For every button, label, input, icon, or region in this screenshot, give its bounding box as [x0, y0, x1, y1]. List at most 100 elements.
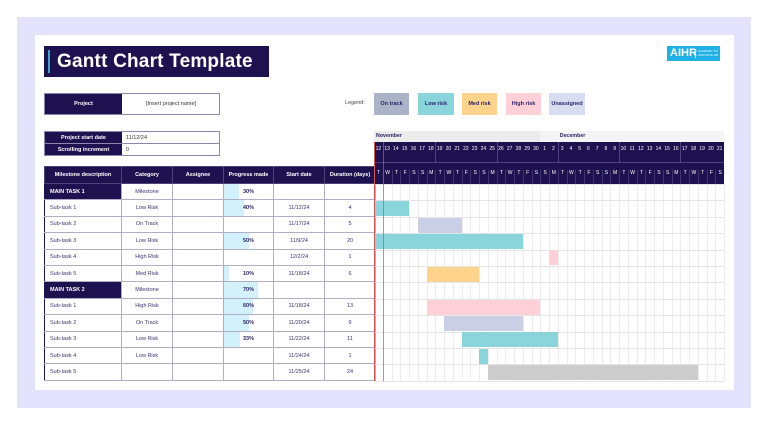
progress-cell[interactable]	[223, 346, 274, 365]
progress-cell[interactable]: 33%	[223, 330, 274, 348]
duration-cell[interactable]: 1	[324, 248, 376, 266]
weekday-label: M	[671, 170, 681, 184]
assignee-cell[interactable]	[172, 232, 224, 250]
task-description-cell[interactable]: Sub-task 4	[44, 346, 122, 365]
task-description-cell[interactable]: Sub-task 1	[44, 297, 122, 316]
task-description-cell[interactable]: MAIN TASK 1	[44, 182, 122, 201]
gantt-task-bar[interactable]	[426, 266, 479, 282]
progress-cell[interactable]: 50%	[223, 232, 274, 250]
assignee-cell[interactable]	[172, 346, 224, 365]
category-cell[interactable]: Low Risk	[121, 330, 173, 348]
progress-cell[interactable]: 40%	[223, 199, 274, 217]
category-cell[interactable]: High Risk	[121, 297, 173, 316]
task-description-cell[interactable]: Sub-task 2	[44, 215, 122, 234]
gantt-task-bar[interactable]	[417, 217, 462, 233]
assignee-cell[interactable]	[172, 182, 224, 201]
category-cell[interactable]: Low Risk	[121, 199, 173, 217]
table-row: MAIN TASK 1 Milestone 30%	[44, 182, 376, 201]
category-cell[interactable]	[121, 363, 173, 381]
category-cell[interactable]: Milestone	[121, 281, 173, 299]
duration-cell[interactable]: 5	[324, 215, 376, 234]
assignee-cell[interactable]	[172, 297, 224, 316]
progress-cell[interactable]	[223, 215, 274, 234]
start-date-cell[interactable]: 11/22/24	[273, 330, 325, 348]
assignee-cell[interactable]	[172, 314, 224, 332]
progress-cell[interactable]: 30%	[223, 182, 274, 201]
day-number: 16	[410, 146, 417, 152]
task-description-cell[interactable]: Sub-task 2	[44, 314, 122, 332]
progress-value: 50%	[242, 319, 254, 326]
category-cell[interactable]: On Track	[121, 314, 173, 332]
progress-cell[interactable]: 70%	[223, 281, 274, 299]
category-cell[interactable]: On Track	[121, 215, 173, 234]
task-description-cell[interactable]: Sub-task 3	[44, 330, 122, 348]
assignee-cell[interactable]	[172, 281, 224, 299]
week-separator	[619, 142, 620, 163]
scroll-increment-field[interactable]: 0	[126, 146, 130, 153]
duration-cell[interactable]	[324, 182, 376, 201]
start-date-field[interactable]: 11/12/24	[126, 134, 148, 141]
category-cell[interactable]: Milestone	[121, 182, 173, 201]
duration-cell[interactable]: 9	[324, 314, 376, 332]
start-date-cell[interactable]: 11/20/24	[273, 314, 325, 332]
progress-cell[interactable]: 10%	[223, 264, 274, 283]
task-description-cell[interactable]: Sub-task 3	[44, 232, 122, 250]
duration-cell[interactable]: 1	[324, 346, 376, 365]
category-cell[interactable]: Med Risk	[121, 264, 173, 283]
start-date-cell[interactable]: 11/25/24	[273, 363, 325, 381]
duration-cell[interactable]: 6	[324, 264, 376, 283]
start-date-cell[interactable]: 11/9/24	[273, 232, 325, 250]
task-description-cell[interactable]: Sub-task 5	[44, 363, 122, 381]
progress-value: 40%	[242, 205, 254, 212]
start-date-cell[interactable]	[273, 182, 325, 201]
progress-cell[interactable]	[223, 363, 274, 381]
duration-cell[interactable]: 20	[324, 232, 376, 250]
gantt-task-bar[interactable]	[374, 233, 523, 249]
assignee-cell[interactable]	[172, 215, 224, 234]
start-date-cell[interactable]: 11/18/24	[273, 297, 325, 316]
project-name-field[interactable]: [Insert project name]	[145, 101, 197, 107]
start-date-cell[interactable]: 11/12/24	[273, 199, 325, 217]
start-date-cell[interactable]: 11/17/24	[273, 215, 325, 234]
gantt-task-bar[interactable]	[444, 315, 523, 331]
gantt-task-bar[interactable]	[549, 250, 558, 266]
weekday-label: T	[391, 170, 401, 184]
day-number: 24	[480, 146, 487, 152]
gantt-task-bar[interactable]	[426, 299, 541, 315]
start-date-cell[interactable]	[273, 281, 325, 299]
duration-cell[interactable]: 24	[324, 363, 376, 381]
category-cell[interactable]: Low Risk	[121, 346, 173, 365]
category-cell[interactable]: High Risk	[121, 248, 173, 266]
table-row: Sub-task 5 11/25/24 24	[44, 363, 376, 381]
task-description-cell[interactable]: Sub-task 4	[44, 248, 122, 266]
duration-cell[interactable]	[324, 281, 376, 299]
gantt-task-bar[interactable]	[487, 365, 698, 381]
task-description-cell[interactable]: MAIN TASK 2	[44, 281, 122, 299]
grid-row-line	[374, 184, 724, 185]
start-date-cell[interactable]: 11/24/24	[273, 346, 325, 365]
grid-row-line	[374, 216, 724, 218]
gantt-task-bar[interactable]	[479, 348, 488, 364]
gantt-task-bar[interactable]	[374, 201, 409, 217]
task-description-cell[interactable]: Sub-task 1	[44, 199, 122, 217]
weekday-label: S	[417, 170, 427, 184]
duration-cell[interactable]: 11	[324, 330, 376, 348]
progress-cell[interactable]: 50%	[223, 314, 274, 332]
assignee-cell[interactable]	[172, 330, 224, 348]
assignee-cell[interactable]	[172, 264, 224, 283]
start-date-cell[interactable]: 12/2/24	[273, 248, 325, 266]
start-date-cell[interactable]: 11/18/24	[273, 264, 325, 283]
assignee-cell[interactable]	[172, 199, 224, 217]
progress-cell[interactable]: 60%	[223, 297, 274, 316]
duration-cell[interactable]: 13	[324, 297, 376, 316]
assignee-cell[interactable]	[172, 248, 224, 266]
week-separator	[496, 142, 498, 163]
progress-cell[interactable]	[223, 248, 274, 266]
assignee-cell[interactable]	[172, 363, 224, 381]
category-cell[interactable]: Low Risk	[121, 232, 173, 250]
day-number: 8	[604, 146, 608, 152]
duration-cell[interactable]: 4	[324, 199, 376, 217]
table-row: MAIN TASK 2 Milestone 70%	[44, 281, 376, 299]
task-description-cell[interactable]: Sub-task 5	[44, 264, 122, 283]
gantt-task-bar[interactable]	[461, 332, 558, 348]
